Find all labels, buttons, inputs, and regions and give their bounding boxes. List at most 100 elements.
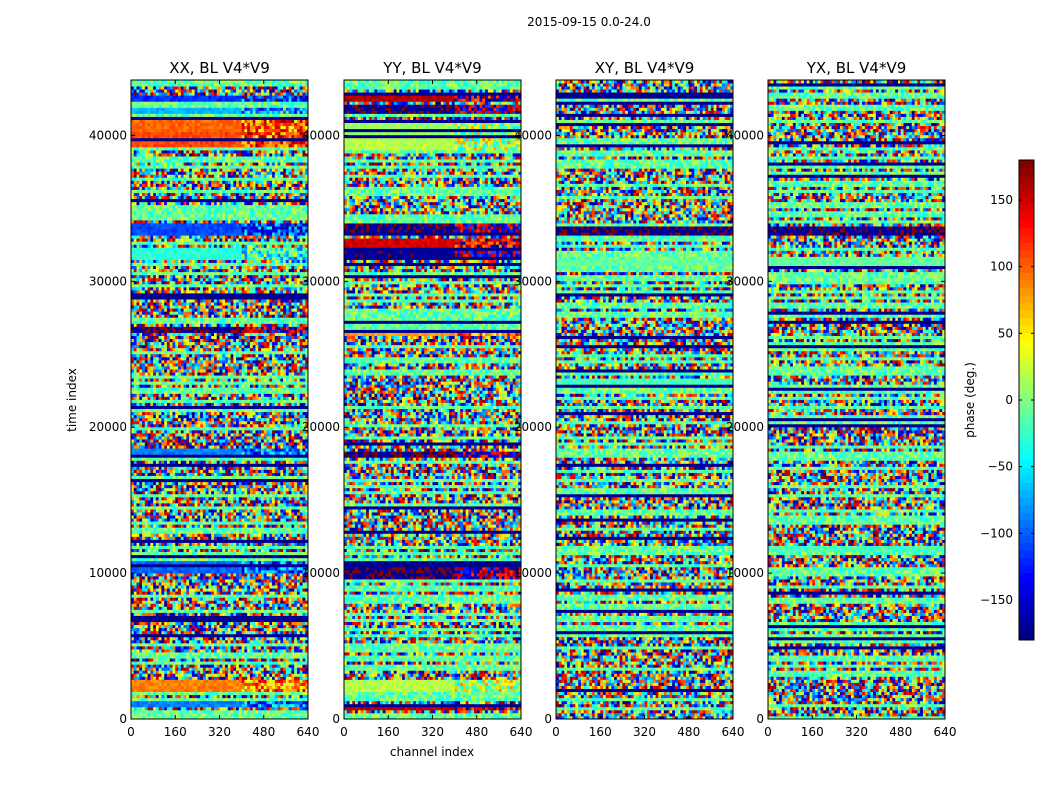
- heatmap-cell: [142, 704, 145, 707]
- heatmap-cell: [150, 689, 153, 692]
- heatmap-cell: [148, 701, 151, 704]
- heatmap-cell: [225, 689, 228, 692]
- heatmap-cell: [161, 689, 164, 692]
- heatmap-cell: [192, 707, 195, 710]
- heatmap-cell: [145, 689, 148, 692]
- heatmap-cell: [197, 695, 200, 698]
- heatmap-cell: [211, 692, 214, 695]
- heatmap-cell: [286, 707, 289, 710]
- heatmap-cell: [291, 704, 294, 707]
- heatmap-cell: [156, 689, 159, 692]
- heatmap-cell: [261, 701, 264, 704]
- heatmap-cell: [231, 689, 234, 692]
- heatmap-cell: [294, 695, 297, 698]
- heatmap-cell: [214, 704, 217, 707]
- heatmap-cell: [150, 692, 153, 695]
- heatmap-cell: [139, 695, 142, 698]
- heatmap-cell: [170, 695, 173, 698]
- heatmap-cell: [145, 698, 148, 701]
- heatmap-cell: [195, 692, 198, 695]
- heatmap-cell: [286, 710, 289, 713]
- heatmap-cell: [302, 710, 305, 713]
- heatmap-cell: [233, 704, 236, 707]
- heatmap-cell: [236, 710, 239, 713]
- heatmap-cell: [203, 710, 206, 713]
- heatmap-cell: [139, 692, 142, 695]
- heatmap-cell: [164, 704, 167, 707]
- heatmap-cell: [302, 695, 305, 698]
- heatmap-cell: [228, 710, 231, 713]
- heatmap-cell: [167, 713, 170, 716]
- heatmap-cell: [208, 710, 211, 713]
- heatmap-cell: [269, 701, 272, 704]
- heatmap-cell: [244, 689, 247, 692]
- heatmap-cell: [172, 701, 175, 704]
- heatmap-cell: [186, 713, 189, 716]
- heatmap-cell: [208, 704, 211, 707]
- heatmap-cell: [200, 707, 203, 710]
- heatmap-cell: [291, 713, 294, 716]
- heatmap-cell: [269, 704, 272, 707]
- heatmap-cell: [231, 704, 234, 707]
- heatmap-cell: [189, 695, 192, 698]
- heatmap-cell: [278, 692, 281, 695]
- heatmap-cell: [186, 707, 189, 710]
- heatmap-cell: [233, 707, 236, 710]
- heatmap-cell: [145, 701, 148, 704]
- heatmap-cell: [247, 707, 250, 710]
- heatmap-cell: [236, 698, 239, 701]
- heatmap-cell: [275, 707, 278, 710]
- heatmap-cell: [258, 695, 261, 698]
- heatmap-cell: [189, 692, 192, 695]
- heatmap-cell: [253, 701, 256, 704]
- heatmap-cell: [300, 710, 303, 713]
- heatmap-cell: [159, 707, 162, 710]
- heatmap-cell: [148, 713, 151, 716]
- heatmap-cell: [181, 713, 184, 716]
- heatmap-cell: [175, 689, 178, 692]
- heatmap-cell: [275, 710, 278, 713]
- heatmap-cell: [192, 695, 195, 698]
- heatmap-cell: [239, 701, 242, 704]
- heatmap-cell: [283, 704, 286, 707]
- heatmap-cell: [291, 692, 294, 695]
- heatmap-cell: [175, 695, 178, 698]
- heatmap-cell: [148, 710, 151, 713]
- heatmap-cell: [275, 689, 278, 692]
- heatmap-cell: [283, 698, 286, 701]
- heatmap-cell: [159, 713, 162, 716]
- heatmap-cell: [302, 692, 305, 695]
- heatmap-cell: [253, 689, 256, 692]
- heatmap-cell: [192, 698, 195, 701]
- heatmap-cell: [217, 701, 220, 704]
- heatmap-cell: [189, 689, 192, 692]
- heatmap-cell: [170, 692, 173, 695]
- heatmap-cell: [222, 698, 225, 701]
- panel-xx: XX, BL V4*V9 0 160 320 480 640 0100002000030…: [89, 59, 320, 739]
- heatmap-cell: [264, 692, 267, 695]
- heatmap-cell: [247, 698, 250, 701]
- heatmap-cell: [139, 704, 142, 707]
- heatmap-cell: [300, 701, 303, 704]
- heatmap-cell: [289, 701, 292, 704]
- heatmap-cell: [286, 695, 289, 698]
- heatmap-cell: [148, 707, 151, 710]
- heatmap-cell: [214, 698, 217, 701]
- heatmap-cell: [228, 704, 231, 707]
- heatmap-cell: [261, 692, 264, 695]
- heatmap-cell: [217, 689, 220, 692]
- heatmap-cell: [264, 707, 267, 710]
- heatmap-cell: [272, 710, 275, 713]
- heatmap-cell: [264, 689, 267, 692]
- heatmap-cell: [214, 710, 217, 713]
- heatmap-cell: [272, 701, 275, 704]
- heatmap-cell: [244, 704, 247, 707]
- heatmap-cell: [139, 689, 142, 692]
- heatmap-cell: [200, 701, 203, 704]
- heatmap-cell: [150, 701, 153, 704]
- heatmap-cell: [134, 695, 137, 698]
- heatmap-cell: [175, 701, 178, 704]
- heatmap-cell: [137, 689, 140, 692]
- heatmap-cell: [145, 692, 148, 695]
- heatmap-cell: [145, 704, 148, 707]
